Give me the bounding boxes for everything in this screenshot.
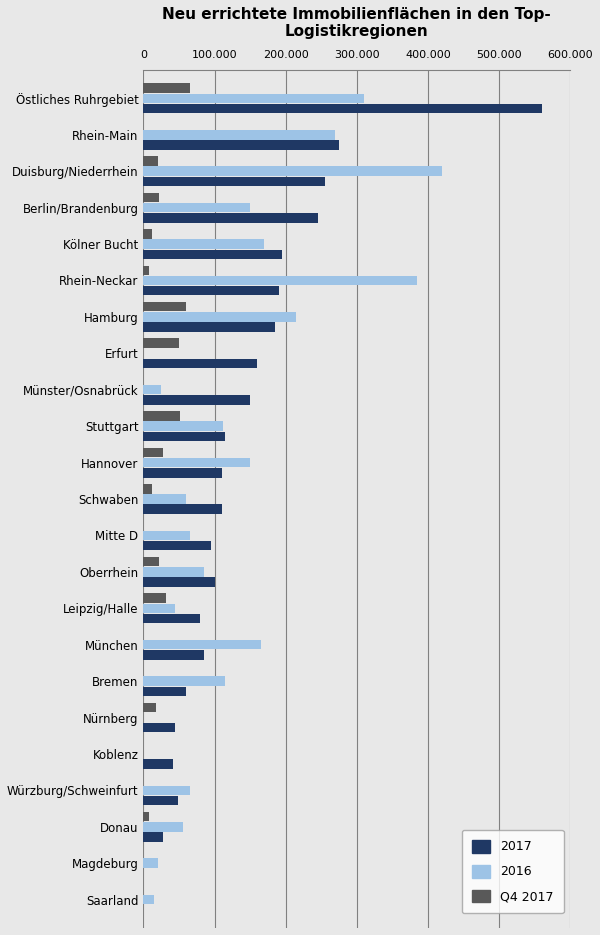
Bar [143,422,223,431]
Legend: 2017, 2016, Q4 2017: 2017, 2016, Q4 2017 [462,830,564,913]
Bar [143,540,211,551]
Bar [143,759,173,769]
Bar [143,785,190,795]
Bar [143,156,158,165]
Bar [143,858,158,868]
Title: Neu errichtete Immobilienflächen in den Top-
Logistikregionen: Neu errichtete Immobilienflächen in den … [163,7,551,39]
Bar [143,266,149,275]
Bar [143,650,204,659]
Bar [143,557,159,567]
Bar [143,432,225,441]
Bar [143,458,250,468]
Bar [143,676,225,686]
Bar [143,640,261,650]
Bar [143,723,175,732]
Bar [143,594,166,603]
Bar [143,613,200,624]
Bar [143,229,152,238]
Bar [143,577,215,587]
Bar [143,250,282,259]
Bar [143,203,250,212]
Bar [143,239,265,249]
Bar [143,104,542,113]
Bar [143,484,152,494]
Bar [143,140,339,150]
Bar [143,603,175,613]
Bar [143,495,186,504]
Bar [143,166,442,176]
Bar [143,895,154,904]
Bar [143,396,250,405]
Bar [143,359,257,368]
Bar [143,505,221,514]
Bar [143,130,335,139]
Bar [143,796,178,805]
Bar [143,822,182,831]
Bar [143,411,181,421]
Bar [143,468,221,478]
Bar [143,448,163,457]
Bar [143,338,179,348]
Bar [143,832,163,842]
Bar [143,385,161,395]
Bar [143,312,296,322]
Bar [143,286,278,295]
Bar [143,302,186,311]
Bar [143,702,156,712]
Bar [143,812,149,821]
Bar [143,531,190,540]
Bar [143,177,325,186]
Bar [143,193,159,202]
Bar [143,323,275,332]
Bar [143,213,318,223]
Bar [143,276,418,285]
Bar [143,83,190,93]
Bar [143,94,364,103]
Bar [143,686,186,696]
Bar [143,568,204,577]
